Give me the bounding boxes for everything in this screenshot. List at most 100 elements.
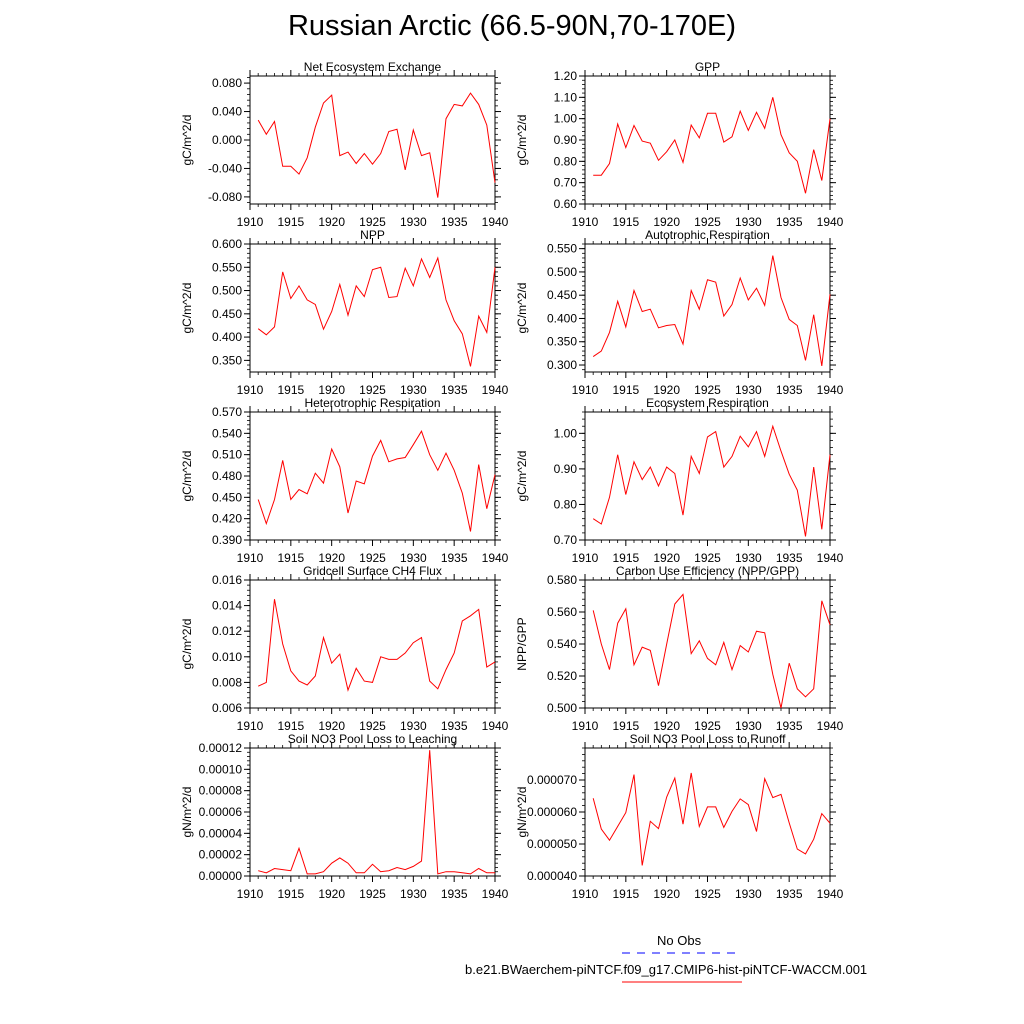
plot-title: Heterotrophic Respiration (304, 396, 440, 410)
x-tick-label: 1910 (572, 719, 599, 733)
x-tick-label: 1935 (776, 887, 803, 901)
x-tick-label: 1930 (400, 551, 427, 565)
x-tick-label: 1910 (572, 887, 599, 901)
series-line (257, 430, 496, 532)
x-tick-label: 1920 (318, 719, 345, 733)
x-tick-label: 1935 (776, 215, 803, 229)
plot-title: Gridcell Surface CH4 Flux (303, 564, 442, 578)
y-tick-label: 0.480 (212, 469, 242, 483)
x-tick-label: 1915 (612, 383, 639, 397)
y-tick-label: 0.580 (547, 573, 577, 587)
plot-frame (584, 243, 831, 373)
x-tick-label: 1920 (318, 215, 345, 229)
x-tick-label: 1930 (735, 551, 762, 565)
x-tick-label: 1915 (612, 215, 639, 229)
y-tick-label: 0.450 (212, 490, 242, 504)
y-tick-label: 0.000060 (527, 805, 577, 819)
x-tick-label: 1940 (482, 551, 509, 565)
y-tick-label: 0.350 (547, 335, 577, 349)
y-tick-label: 0.550 (547, 242, 577, 256)
plot-title: Soil NO3 Pool Loss to Leaching (288, 732, 457, 746)
x-tick-label: 1925 (694, 887, 721, 901)
y-tick-label: 0.390 (212, 533, 242, 547)
x-tick-label: 1940 (817, 383, 844, 397)
y-tick-label: 0.00006 (199, 805, 243, 819)
x-tick-label: 1935 (776, 551, 803, 565)
x-tick-label: 1915 (277, 215, 304, 229)
y-axis-label: gC/m^2/d (515, 451, 529, 502)
y-axis-label: gC/m^2/d (180, 283, 194, 334)
y-tick-label: 0.000070 (527, 773, 577, 787)
legend-label-run: b.e21.BWaerchem-piNTCF.f09_g17.CMIP6-his… (465, 962, 868, 977)
legend-label-no-obs: No Obs (657, 933, 702, 948)
y-axis-label: gC/m^2/d (180, 619, 194, 670)
plot-title: Carbon Use Efficiency (NPP/GPP) (616, 564, 799, 578)
plot-frame (584, 75, 831, 205)
legend-line-run (622, 981, 742, 983)
y-tick-label: 0.016 (212, 573, 242, 587)
y-tick-label: 0.080 (212, 76, 242, 90)
y-axis-label: gC/m^2/d (515, 115, 529, 166)
plot-title: Soil NO3 Pool Loss to Runoff (630, 732, 787, 746)
series-line (592, 424, 831, 537)
series-line (257, 599, 496, 692)
page-title: Russian Arctic (66.5-90N,70-170E) (287, 10, 737, 42)
series-line (258, 750, 495, 875)
x-tick-label: 1925 (694, 551, 721, 565)
y-tick-label: 0.012 (212, 624, 242, 638)
x-tick-label: 1920 (318, 383, 345, 397)
x-tick-label: 1920 (653, 887, 680, 901)
x-tick-label: 1925 (694, 215, 721, 229)
x-tick-label: 1910 (237, 719, 264, 733)
x-tick-label: 1925 (359, 551, 386, 565)
x-tick-label: 1940 (482, 887, 509, 901)
x-tick-label: 1935 (441, 719, 468, 733)
x-tick-label: 1920 (653, 215, 680, 229)
plot-frame (249, 411, 496, 541)
y-axis-label: gN/m^2/d (180, 787, 194, 838)
legend-line-no-obs (622, 952, 742, 954)
plot-frame (249, 747, 496, 877)
x-tick-label: 1910 (237, 383, 264, 397)
y-tick-label: 0.560 (547, 605, 577, 619)
x-tick-label: 1915 (612, 551, 639, 565)
x-tick-label: 1935 (441, 887, 468, 901)
x-tick-label: 1935 (441, 383, 468, 397)
x-tick-label: 1925 (359, 383, 386, 397)
x-tick-label: 1910 (237, 887, 264, 901)
y-tick-label: 0.450 (212, 307, 242, 321)
x-tick-label: 1920 (653, 383, 680, 397)
y-tick-label: 0.00012 (199, 741, 243, 755)
y-axis-label: NPP/GPP (515, 617, 529, 670)
plot-frame (249, 75, 496, 205)
plot-title: Net Ecosystem Exchange (304, 60, 442, 74)
y-tick-label: 0.400 (547, 311, 577, 325)
y-tick-label: 0.70 (554, 176, 578, 190)
y-tick-label: 0.600 (212, 237, 242, 251)
x-tick-label: 1925 (359, 215, 386, 229)
x-tick-label: 1925 (359, 719, 386, 733)
y-tick-label: 0.70 (554, 533, 578, 547)
y-tick-label: 0.90 (554, 133, 578, 147)
y-tick-label: 0.00002 (199, 848, 243, 862)
y-tick-label: 0.008 (212, 675, 242, 689)
x-tick-label: 1910 (237, 215, 264, 229)
y-tick-label: 0.300 (547, 358, 577, 372)
y-tick-label: 0.006 (212, 701, 242, 715)
y-tick-label: 0.520 (547, 669, 577, 683)
series-line (592, 593, 831, 709)
y-tick-label: -0.040 (208, 161, 242, 175)
y-tick-label: 0.500 (212, 284, 242, 298)
x-tick-label: 1930 (400, 383, 427, 397)
x-tick-label: 1920 (653, 551, 680, 565)
x-tick-label: 1910 (572, 383, 599, 397)
plot-frame (249, 579, 496, 709)
y-tick-label: 0.00008 (199, 784, 243, 798)
x-tick-label: 1940 (482, 719, 509, 733)
y-tick-label: 0.500 (547, 701, 577, 715)
series-line (257, 92, 496, 198)
y-tick-label: 0.80 (554, 154, 578, 168)
x-tick-label: 1920 (653, 719, 680, 733)
y-tick-label: 0.010 (212, 650, 242, 664)
x-tick-label: 1910 (237, 551, 264, 565)
